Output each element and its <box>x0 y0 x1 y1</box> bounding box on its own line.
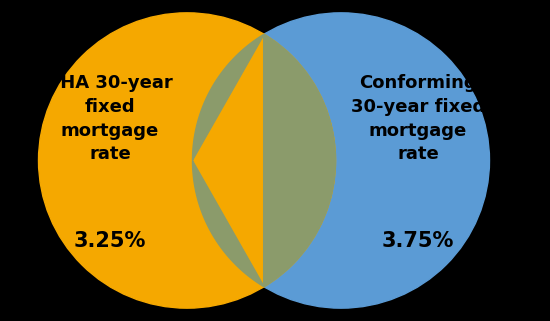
Text: 3.25%: 3.25% <box>74 231 146 251</box>
Ellipse shape <box>192 13 490 308</box>
Ellipse shape <box>39 13 336 308</box>
Text: 3.75%: 3.75% <box>382 231 454 251</box>
Text: FHA 30-year
fixed
mortgage
rate: FHA 30-year fixed mortgage rate <box>48 74 172 163</box>
Text: Conforming
30-year fixed
mortgage
rate: Conforming 30-year fixed mortgage rate <box>351 74 485 163</box>
Polygon shape <box>192 34 336 287</box>
